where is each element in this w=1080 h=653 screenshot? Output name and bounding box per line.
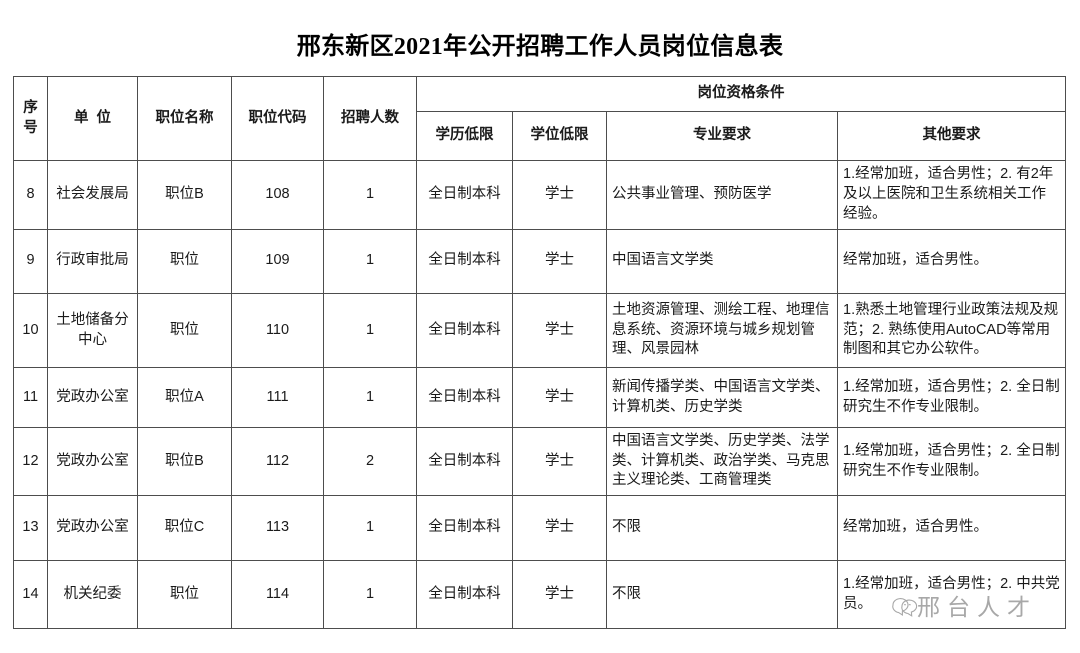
svg-text:邢台人才: 邢台人才	[917, 594, 1037, 620]
